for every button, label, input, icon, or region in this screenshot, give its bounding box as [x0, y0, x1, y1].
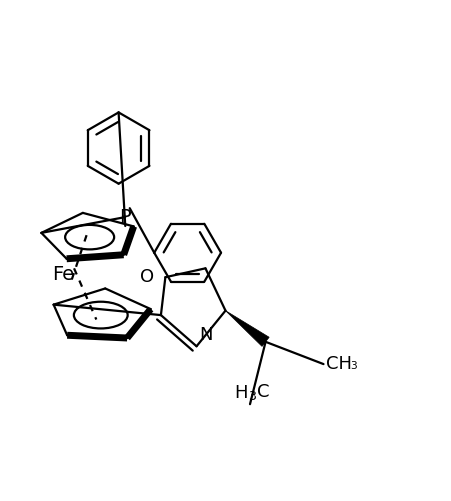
Text: Fe: Fe [52, 266, 74, 285]
Text: $_3$: $_3$ [350, 357, 358, 372]
Text: P: P [120, 207, 131, 226]
Text: N: N [199, 326, 212, 344]
Text: O: O [140, 268, 154, 286]
Text: $_3$C: $_3$C [248, 382, 270, 402]
Text: H: H [234, 384, 248, 402]
Polygon shape [226, 311, 269, 346]
Text: CH: CH [326, 355, 352, 373]
